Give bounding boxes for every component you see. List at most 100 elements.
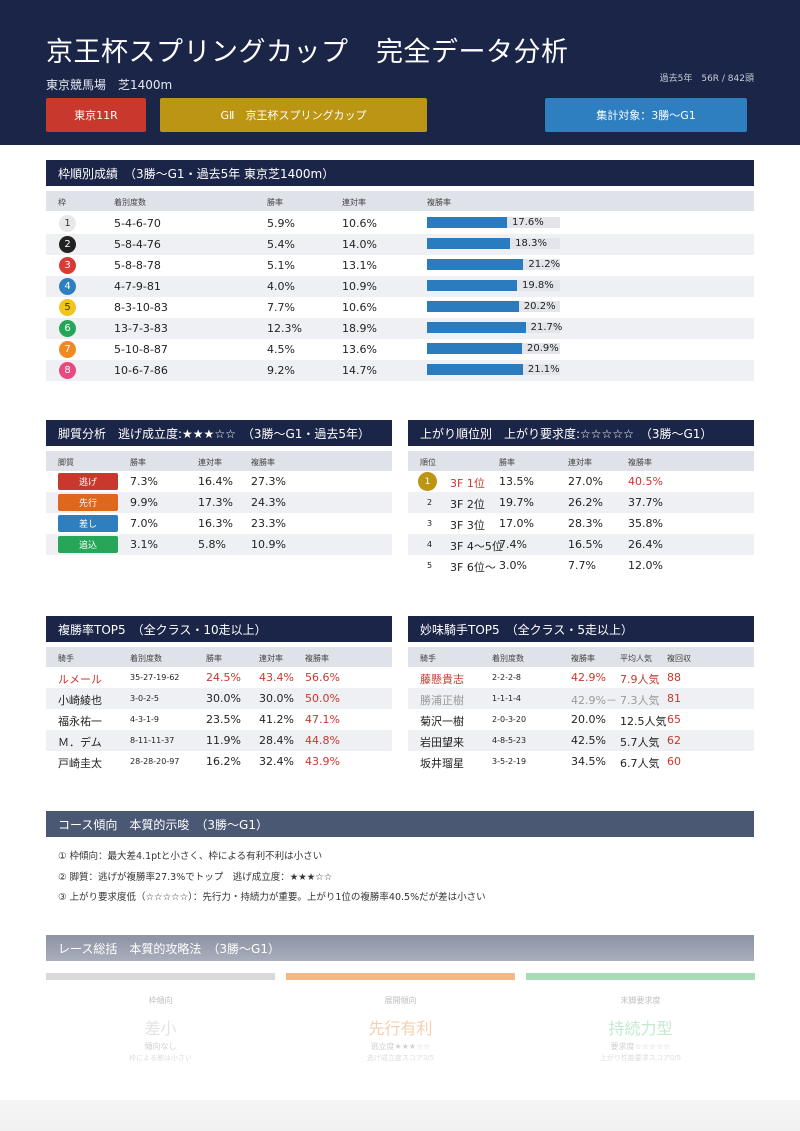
race-grade-button[interactable]: GⅡ 京王杯スプリングカップ (160, 98, 427, 132)
col-record: 着別度数 (492, 654, 524, 663)
jockey-avg-ninki: 7.3人気 (620, 694, 660, 707)
jockey-top-section-title: 複勝率TOP5 （全クラス・10走以上） (46, 616, 392, 642)
style-fuku: 23.3% (251, 517, 286, 530)
kyakushitsu-row: 差し 7.0% 16.3% 23.3% (46, 513, 392, 534)
agari-ren: 27.0% (568, 475, 603, 488)
col-record: 着別度数 (130, 654, 162, 663)
agari-fuku: 40.5% (628, 475, 663, 488)
rank-number: 3 (427, 519, 433, 528)
agari-column-header: 順位 勝率 連対率 複勝率 (408, 451, 754, 471)
fuku-bar (427, 259, 524, 270)
fuku-bar (427, 217, 507, 228)
style-tag: 先行 (58, 494, 118, 511)
race-number-button[interactable]: 東京11R (46, 98, 146, 132)
agari-fuku: 12.0% (628, 559, 663, 572)
card-value: 先行有利 (368, 1019, 433, 1038)
agari-ren: 16.5% (568, 538, 603, 551)
style-fuku: 10.9% (251, 538, 286, 551)
waku-win: 12.3% (267, 322, 302, 335)
jockey-name: 藤懸貴志 (420, 673, 464, 686)
summary-card: 枠傾向 差小 傾向なし 枠による差は小さい (46, 973, 275, 1065)
col-waku: 枠 (58, 198, 66, 207)
jockey-fuku: 42.9% (571, 671, 606, 684)
jockey-record: 35-27-19-62 (130, 673, 180, 682)
col-style: 脚質 (58, 458, 74, 467)
jockey-return: 62 (667, 734, 681, 747)
col-return: 複回収 (667, 654, 691, 663)
fuku-bar (427, 322, 526, 333)
agari-label: 3F 1位 (450, 477, 485, 490)
jockey-fuku: 42.5% (571, 734, 606, 747)
fuku-bar (427, 238, 511, 249)
agari-label: 3F 3位 (450, 519, 485, 532)
fuku-bar-label: 21.7% (530, 322, 563, 333)
kyakushitsu-row: 先行 9.9% 17.3% 24.3% (46, 492, 392, 513)
jockey-ren: 28.4% (259, 734, 294, 747)
jockey-name: 坂井瑠星 (420, 757, 464, 770)
card-sub: 逃立度★★★☆☆ (370, 1042, 431, 1051)
agari-fuku: 26.4% (628, 538, 663, 551)
agari-row: 3 3F 3位 17.0% 28.3% 35.8% (408, 513, 754, 534)
scope-button[interactable]: 集計対象：3勝〜G1 (545, 98, 747, 132)
jockey-record: 1-1-1-4 (492, 694, 522, 703)
style-ren: 16.3% (198, 517, 233, 530)
jockey-name: 小崎綾也 (58, 694, 102, 707)
jockey-ren: 43.4% (259, 671, 294, 684)
agari-win: 7.4% (499, 538, 527, 551)
style-fuku: 24.3% (251, 496, 286, 509)
waku-row: 5 8-3-10-83 7.7% 10.6% 20.2% (46, 297, 754, 318)
jockey-ren: 32.4% (259, 755, 294, 768)
waku-record: 4-7-9-81 (114, 280, 161, 293)
jockey-return: 81 (667, 692, 681, 705)
col-fuku: 複勝率 (427, 198, 451, 207)
card-note: 上がり性能要求スコア0/5 (599, 1054, 682, 1062)
fuku-bar-label: 20.2% (523, 301, 556, 312)
waku-record: 5-10-8-87 (114, 343, 168, 356)
waku-ren: 10.6% (342, 217, 377, 230)
jockey-top-row: Ｍ．デム 8-11-11-37 11.9% 28.4% 44.8% (46, 730, 392, 751)
card-accent-bar (286, 973, 515, 980)
waku-ren: 14.7% (342, 364, 377, 377)
col-ren: 連対率 (259, 654, 283, 663)
jockey-myomi-section-title: 妙味騎手TOP5 （全クラス・5走以上） (408, 616, 754, 642)
card-value: 持続力型 (608, 1019, 673, 1038)
jockey-fuku: 56.6% (305, 671, 340, 684)
jockey-record: 28-28-20-97 (130, 757, 180, 766)
agari-fuku: 37.7% (628, 496, 663, 509)
col-win: 勝率 (130, 458, 146, 467)
col-ren: 連対率 (342, 198, 366, 207)
jockey-avg-ninki: 5.7人気 (620, 736, 660, 749)
jockey-top-column-header: 騎手 着別度数 勝率 連対率 複勝率 (46, 647, 392, 667)
card-note: 逃げ成立度スコア3/5 (366, 1054, 435, 1062)
waku-number-badge: 4 (59, 278, 76, 295)
rank-number: 5 (427, 561, 433, 570)
agari-win: 3.0% (499, 559, 527, 572)
waku-number-badge: 3 (59, 257, 76, 274)
waku-row: 4 4-7-9-81 4.0% 10.9% 19.8% (46, 276, 754, 297)
waku-row: 1 5-4-6-70 5.9% 10.6% 17.6% (46, 213, 754, 234)
jockey-record: 2-0-3-20 (492, 715, 527, 724)
waku-record: 5-8-4-76 (114, 238, 161, 251)
col-rank: 順位 (420, 458, 436, 467)
agari-row: 5 3F 6位〜 3.0% 7.7% 12.0% (408, 555, 754, 576)
jockey-name: 勝浦正樹 (420, 694, 464, 707)
waku-section-title: 枠順別成績 （3勝〜G1・過去5年 東京芝1400m） (46, 160, 754, 186)
jockey-top-row: 小崎綾也 3-0-2-5 30.0% 30.0% 50.0% (46, 688, 392, 709)
jockey-name: 岩田望来 (420, 736, 464, 749)
jockey-record: 3-0-2-5 (130, 694, 160, 703)
agari-label: 3F 2位 (450, 498, 485, 511)
fuku-bar-label: 19.8% (522, 280, 554, 291)
waku-win: 5.4% (267, 238, 295, 251)
jockey-ren: 30.0% (259, 692, 294, 705)
style-fuku: 27.3% (251, 475, 286, 488)
jockey-name: 菊沢一樹 (420, 715, 464, 728)
card-label: 枠傾向 (148, 996, 173, 1005)
course-note-1: ① 枠傾向：最大差4.1ptと小さく、枠による有利不利は小さい (58, 851, 323, 862)
col-avg-ninki: 平均人気 (620, 654, 652, 663)
col-jockey: 騎手 (58, 654, 74, 663)
agari-win: 17.0% (499, 517, 534, 530)
jockey-name: 戸崎圭太 (58, 757, 102, 770)
agari-label: 3F 4〜5位 (450, 540, 503, 553)
waku-row: 3 5-8-8-78 5.1% 13.1% 21.2% (46, 255, 754, 276)
kyakushitsu-section-title: 脚質分析 逃げ成立度:★★★☆☆ （3勝〜G1・過去5年） (46, 420, 392, 446)
